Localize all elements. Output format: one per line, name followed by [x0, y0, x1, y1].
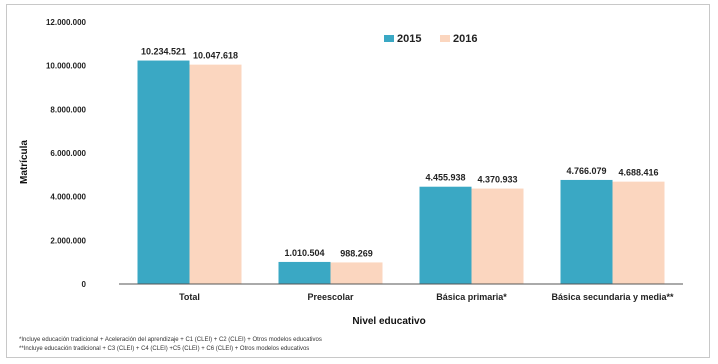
legend-label-2016: 2016: [453, 33, 477, 45]
legend: 2015 2016: [384, 33, 477, 45]
data-label-2016: 988.269: [340, 248, 373, 258]
y-tick-label: 2.000.000: [50, 236, 86, 245]
bar-2016: [471, 188, 524, 284]
bar-2015: [137, 60, 190, 284]
legend-swatch-2015: [384, 35, 394, 42]
bar-2015: [278, 261, 331, 284]
y-tick-label: 8.000.000: [50, 105, 86, 114]
bar-chart: 0 2.000.000 4.000.000 6.000.000 8.000.000 10.…: [19, 18, 683, 352]
data-label-2015: 1.010.504: [284, 248, 324, 258]
data-label-2016: 10.047.618: [193, 51, 238, 61]
y-tick-label: 4.000.000: [50, 193, 86, 202]
data-label-2015: 4.766.079: [566, 166, 606, 176]
bar-2016: [189, 64, 242, 284]
y-tick-label: 12.000.000: [46, 18, 87, 27]
legend-label-2015: 2015: [397, 33, 421, 45]
bar-2015: [560, 179, 613, 284]
y-tick-label: 10.000.000: [46, 62, 87, 71]
bar-2016: [612, 181, 665, 284]
y-tick-label: 6.000.000: [50, 149, 86, 158]
data-label-2015: 4.455.938: [425, 173, 465, 183]
y-tick-label: 0: [82, 280, 87, 289]
category-label: Básica secundaria y media**: [551, 292, 674, 302]
category-label: Total: [179, 292, 200, 302]
bar-2015: [419, 186, 472, 284]
bar-2016: [330, 262, 383, 284]
x-axis-title: Nivel educativo: [352, 316, 425, 327]
data-label-2016: 4.370.933: [477, 175, 517, 185]
data-label-2015: 10.234.521: [141, 47, 186, 57]
category-label: Básica primaria*: [436, 292, 507, 302]
footnote-2: **Incluye educación tradicional + C3 (CL…: [19, 346, 309, 352]
data-label-2016: 4.688.416: [618, 168, 658, 178]
chart-frame: 0 2.000.000 4.000.000 6.000.000 8.000.000 10.…: [6, 4, 710, 358]
footnote-1: *Incluye educación tradicional + Acelera…: [19, 337, 322, 343]
category-label: Preescolar: [307, 292, 354, 302]
y-axis-title: Matrícula: [19, 140, 30, 184]
legend-swatch-2016: [440, 35, 450, 42]
